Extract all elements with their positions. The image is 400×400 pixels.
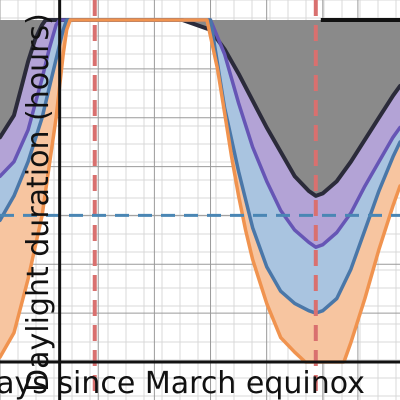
y-axis-label: Daylight duration (hours) [21,13,56,392]
band-fills [0,20,400,362]
series-line-0 [0,18,400,198]
series-line-1 [0,18,400,249]
x-axis-label: Days since March equinox [0,366,365,400]
band-fill-0 [0,20,400,196]
series-line-2 [0,18,400,315]
